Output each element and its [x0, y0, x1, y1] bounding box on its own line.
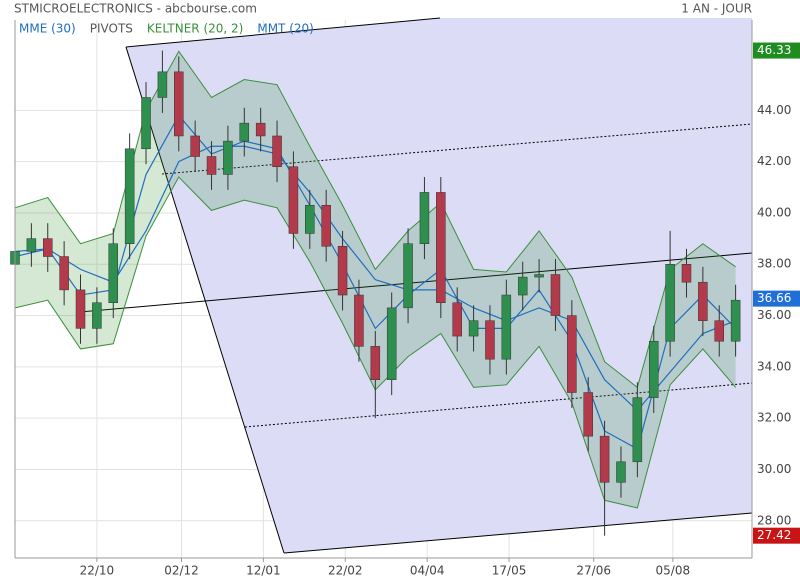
- y-tick-label: 38.00: [757, 257, 791, 271]
- legend-entry: PIVOTS: [90, 22, 133, 36]
- channel-mid: [79, 252, 753, 313]
- channel-lower-dotted: [244, 382, 753, 428]
- legend: MME (30) PIVOTS KELTNER (20, 2) MMT (20): [19, 22, 314, 36]
- candle-body: [141, 97, 151, 150]
- candle-body: [26, 238, 37, 252]
- axes: 22/10 02/12 12/01 22/02 04/04 17/05 27/06 05/08…: [80, 42, 800, 578]
- keltner_upper: [14, 50, 736, 389]
- x-tick-label: 22/02: [328, 564, 363, 578]
- candle-body: [337, 246, 348, 296]
- x-tick-label: 05/08: [656, 564, 691, 578]
- candle-body: [354, 294, 364, 347]
- price-tag: [753, 290, 800, 307]
- candle-body: [255, 122, 266, 137]
- candle-body: [698, 281, 708, 321]
- price-tag: [753, 527, 800, 544]
- mmt: [14, 114, 737, 450]
- x-tick-label: 12/01: [246, 564, 281, 578]
- candle-body: [157, 71, 168, 98]
- channel-top: [125, 17, 441, 48]
- price-tag-label: 36.66: [757, 291, 791, 305]
- channel-bottom: [283, 512, 753, 554]
- candle-body: [92, 302, 102, 329]
- channel-upper-dotted: [161, 123, 753, 175]
- candle-body: [419, 192, 430, 244]
- candle-body: [59, 256, 69, 291]
- chart-title: STMICROELECTRONICS - abcbourse.com: [14, 2, 257, 16]
- candle-body: [599, 435, 610, 483]
- x-tick-label: 04/04: [410, 564, 445, 578]
- x-tick-label: 02/12: [164, 564, 199, 578]
- candle-body: [485, 320, 495, 360]
- candle-body: [43, 238, 53, 257]
- channel-left: [125, 46, 285, 554]
- candle-body: [288, 166, 299, 234]
- candle-body: [321, 204, 331, 247]
- candle-body: [174, 71, 184, 137]
- candle-body: [452, 302, 462, 337]
- period: 1 AN - JOUR: [681, 2, 752, 16]
- candle-body: [436, 192, 446, 303]
- candle-body: [108, 243, 119, 303]
- legend-entry: KELTNER (20, 2): [147, 22, 243, 36]
- candle-body: [468, 320, 479, 337]
- y-tick-label: 42.00: [757, 154, 791, 168]
- candle-body: [730, 299, 741, 342]
- candle-body: [190, 135, 200, 157]
- legend-entry: MMT (20): [257, 22, 313, 36]
- candle-body: [648, 340, 659, 398]
- candle-body: [403, 243, 413, 309]
- candle-body: [714, 320, 724, 342]
- y-tick-label: 36.00: [757, 308, 791, 322]
- candle-body: [124, 148, 135, 244]
- candle-body: [272, 135, 282, 168]
- candle-body: [517, 276, 528, 296]
- candle-body: [681, 263, 692, 283]
- y-tick-label: 40.00: [757, 205, 791, 219]
- candle-body: [206, 156, 217, 175]
- y-tick-label: 28.00: [757, 513, 791, 527]
- candle-body: [305, 204, 315, 234]
- price-tag-label: 46.33: [757, 43, 791, 57]
- mme: [14, 145, 736, 412]
- y-tick-label: 44.00: [757, 103, 791, 117]
- price-tag-label: 27.42: [757, 528, 791, 542]
- candles: [10, 50, 741, 536]
- candle-body: [239, 122, 250, 142]
- candle-body: [567, 315, 577, 393]
- candle-body: [75, 289, 86, 329]
- candle-body: [370, 346, 381, 380]
- y-tick-label: 30.00: [757, 462, 791, 476]
- price-tag: [753, 42, 800, 59]
- x-tick-label: 22/10: [80, 564, 115, 578]
- candle-body: [665, 263, 675, 342]
- candle-body: [534, 274, 544, 278]
- candle-body: [632, 397, 643, 463]
- x-tick-label: 17/05: [492, 564, 527, 578]
- candle-body: [501, 294, 512, 360]
- candle-body: [616, 461, 626, 483]
- candle-body: [550, 274, 561, 316]
- candle-body: [583, 392, 593, 437]
- x-tick-label: 27/06: [576, 564, 611, 578]
- y-tick-label: 34.00: [757, 359, 791, 373]
- legend-entry: MME (30): [19, 22, 76, 36]
- y-tick-label: 32.00: [757, 411, 791, 425]
- candle-body: [386, 307, 397, 380]
- candle-body: [223, 140, 233, 175]
